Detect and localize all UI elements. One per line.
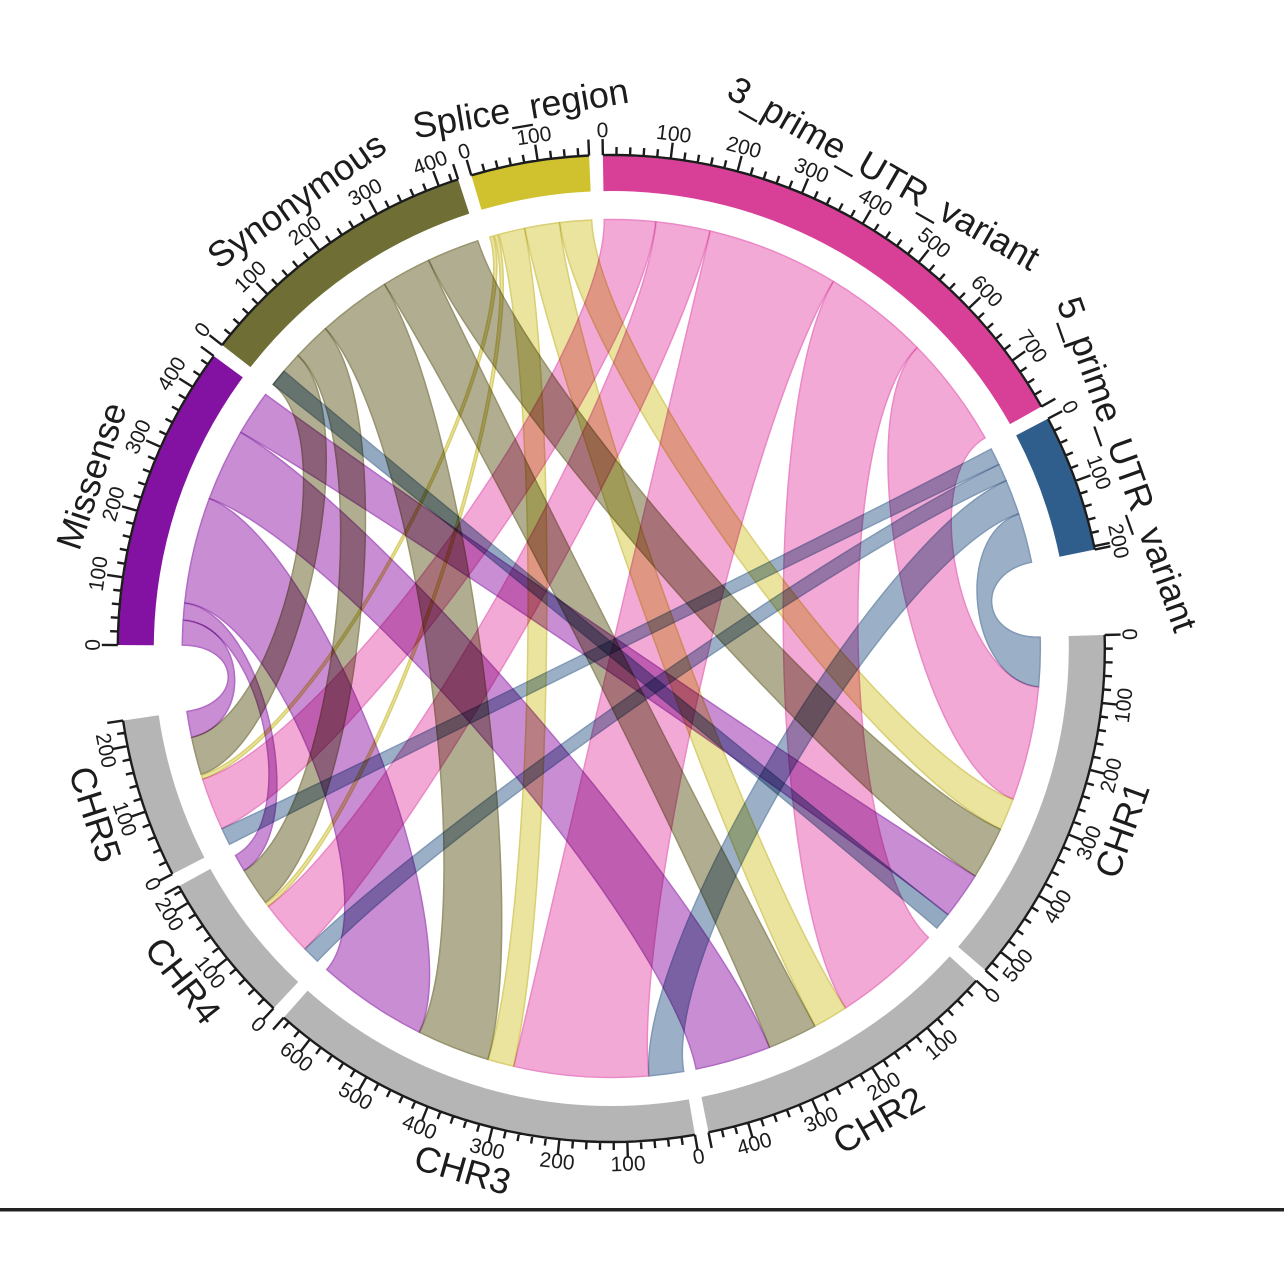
svg-text:100: 100 [655, 121, 693, 148]
svg-text:0: 0 [1117, 628, 1140, 640]
svg-text:100: 100 [610, 1152, 646, 1176]
svg-text:100: 100 [1111, 687, 1138, 724]
svg-text:100: 100 [515, 122, 553, 150]
svg-text:0: 0 [691, 1145, 706, 1170]
svg-text:0: 0 [82, 639, 105, 651]
svg-text:0: 0 [596, 119, 608, 142]
svg-text:200: 200 [538, 1148, 575, 1175]
svg-text:100: 100 [85, 555, 113, 593]
